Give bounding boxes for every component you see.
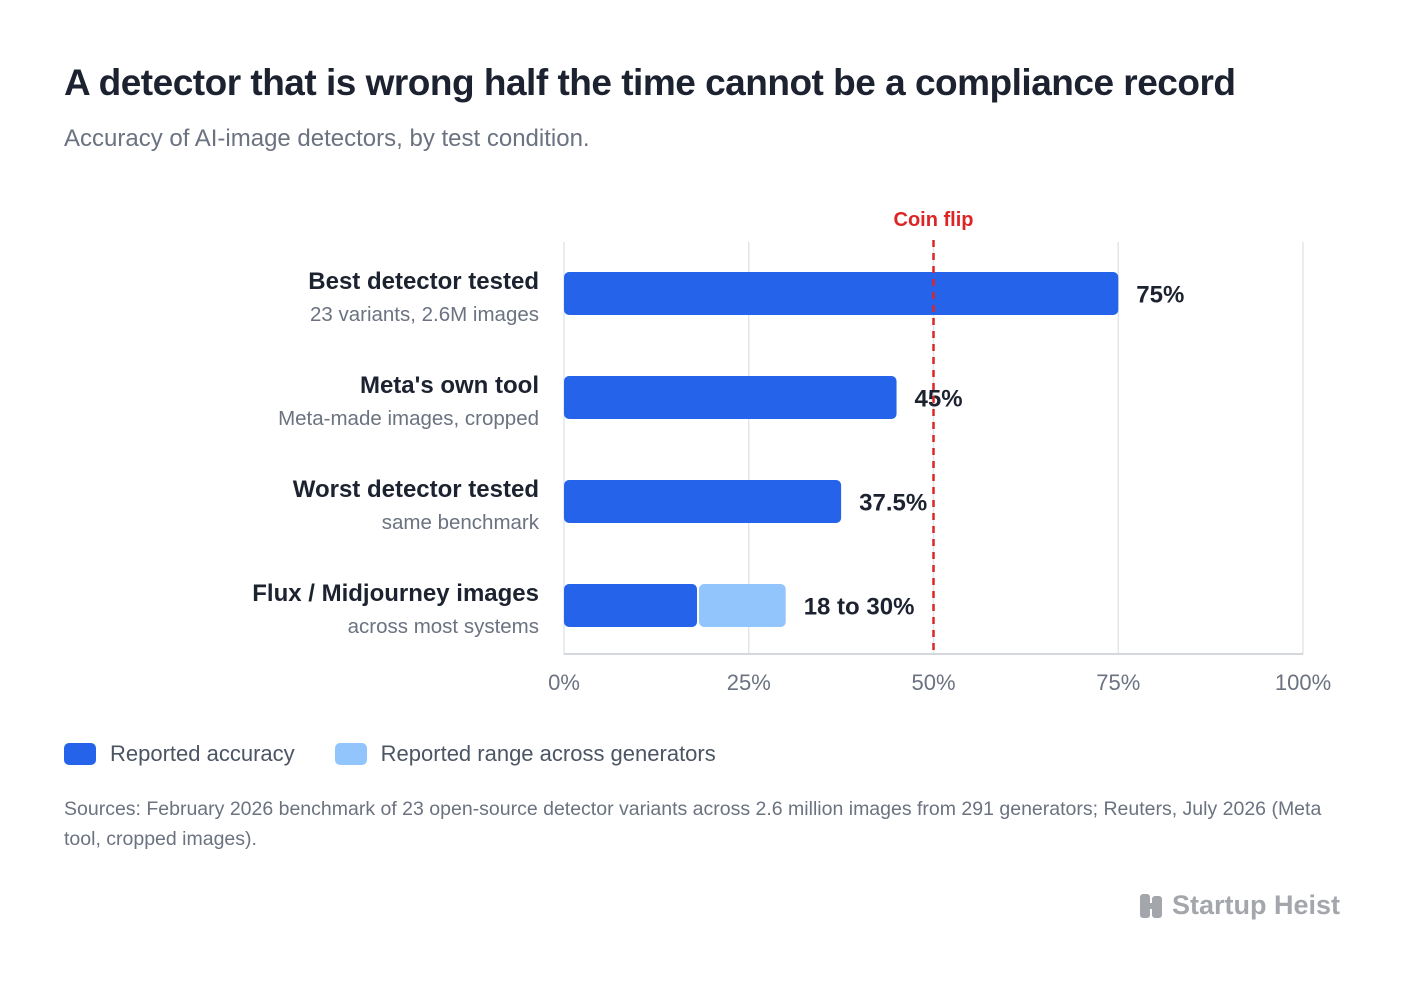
x-tick-label: 0% bbox=[548, 670, 580, 695]
x-tick-label: 25% bbox=[727, 670, 771, 695]
legend-item-accuracy: Reported accuracy bbox=[64, 741, 295, 767]
x-tick-label: 75% bbox=[1096, 670, 1140, 695]
category-label: Worst detector tested bbox=[293, 476, 539, 503]
legend-label-accuracy: Reported accuracy bbox=[110, 741, 295, 766]
data-label: 37.5% bbox=[859, 490, 927, 517]
data-label: 45% bbox=[915, 386, 963, 413]
bar-range bbox=[699, 584, 786, 627]
sources-note: Sources: February 2026 benchmark of 23 o… bbox=[64, 798, 1322, 850]
category-label: Meta's own tool bbox=[360, 372, 539, 399]
building-logo-icon bbox=[1139, 893, 1162, 918]
category-sublabel: across most systems bbox=[348, 615, 539, 638]
x-tick-label: 100% bbox=[1275, 670, 1331, 695]
chart-title: A detector that is wrong half the time c… bbox=[64, 62, 1236, 103]
legend-label-range: Reported range across generators bbox=[380, 741, 716, 766]
brand-name: Startup Heist bbox=[1171, 890, 1340, 920]
legend-swatch-range bbox=[334, 743, 367, 765]
legend-swatch-accuracy bbox=[64, 743, 96, 765]
category-label: Flux / Midjourney images bbox=[252, 580, 539, 607]
category-sublabel: same benchmark bbox=[382, 511, 540, 534]
chart-subtitle: Accuracy of AI-image detectors, by test … bbox=[64, 125, 590, 152]
brand-logo: Startup Heist bbox=[1138, 890, 1340, 921]
category-label: Best detector tested bbox=[308, 268, 539, 295]
x-tick-label: 50% bbox=[911, 670, 955, 695]
bar-accuracy bbox=[564, 272, 1119, 315]
bar-accuracy bbox=[564, 376, 897, 419]
bar-accuracy bbox=[564, 480, 842, 523]
legend-item-range: Reported range across generators bbox=[334, 741, 716, 767]
data-label: 18 to 30% bbox=[804, 594, 915, 621]
category-sublabel: 23 variants, 2.6M images bbox=[310, 303, 539, 326]
bar-chart: 0% 25% 50% 75% 100% 75% Best detector tested 23… bbox=[252, 209, 1331, 695]
coin-flip-label: Coin flip bbox=[894, 209, 974, 231]
category-sublabel: Meta-made images, cropped bbox=[278, 407, 539, 430]
data-label: 75% bbox=[1136, 282, 1184, 309]
legend: Reported accuracy Reported range across … bbox=[64, 741, 756, 767]
bar-accuracy bbox=[564, 584, 698, 627]
